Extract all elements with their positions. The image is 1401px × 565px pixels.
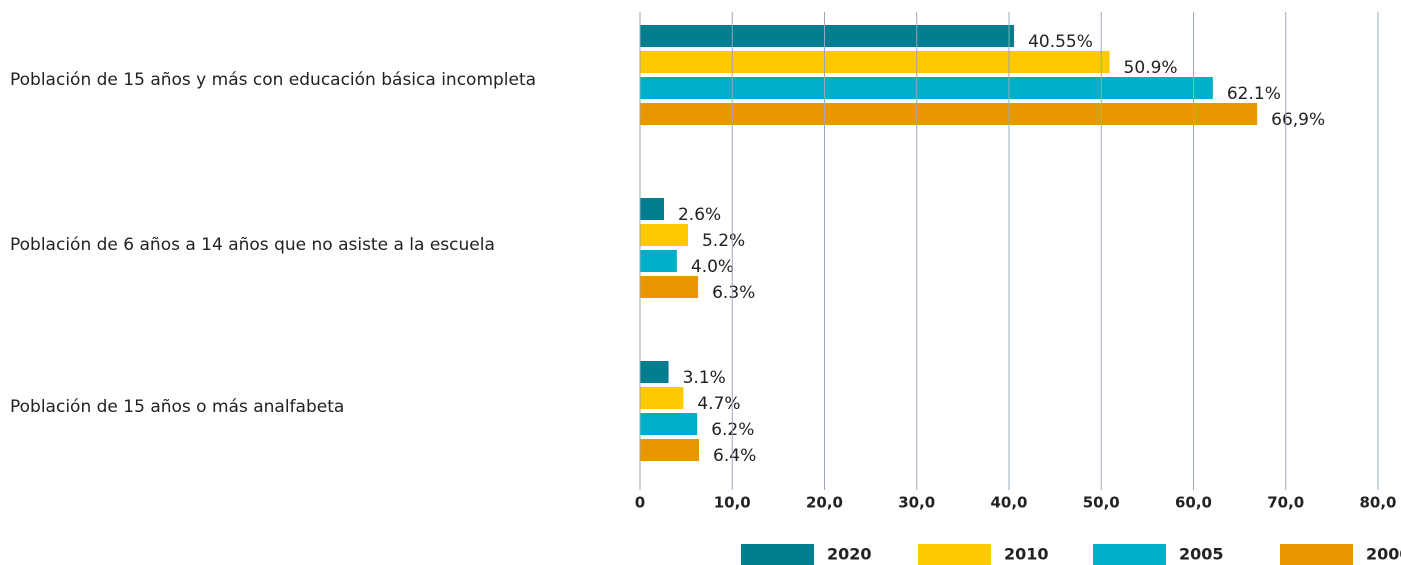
legend-swatch — [1280, 544, 1353, 565]
bar — [640, 250, 677, 272]
bar — [640, 439, 700, 461]
value-label: 5.2% — [702, 231, 745, 251]
legend-swatch — [741, 544, 814, 565]
legend-swatch — [1093, 544, 1166, 565]
category-label: Población de 15 años o más analfabeta — [10, 397, 344, 417]
x-tick-label: 70,0 — [1267, 494, 1304, 512]
x-tick-label: 0 — [635, 494, 645, 512]
bar — [640, 198, 664, 220]
value-label: 50.9% — [1124, 58, 1178, 78]
value-label: 66,9% — [1271, 110, 1325, 130]
x-tick-label: 40,0 — [990, 494, 1027, 512]
bar — [640, 25, 1015, 47]
value-label: 2.6% — [678, 205, 721, 225]
bar — [640, 361, 669, 383]
bar — [640, 224, 688, 246]
bar — [640, 413, 698, 435]
value-label: 6.4% — [713, 446, 756, 466]
legend-label: 2020 — [827, 545, 872, 564]
x-tick-label: 50,0 — [1083, 494, 1120, 512]
category-label: Población de 6 años a 14 años que no asi… — [10, 235, 495, 255]
bar — [640, 276, 699, 298]
category-label: Población de 15 años y más con educación… — [10, 70, 536, 90]
value-label: 3.1% — [683, 368, 726, 388]
value-label: 4.0% — [691, 257, 734, 277]
x-tick-label: 80,0 — [1359, 494, 1396, 512]
x-tick-label: 60,0 — [1175, 494, 1212, 512]
x-tick-label: 30,0 — [898, 494, 935, 512]
value-label: 6.2% — [711, 420, 754, 440]
x-tick-label: 20,0 — [806, 494, 843, 512]
legend-swatch — [918, 544, 991, 565]
legend-label: 2000 — [1366, 545, 1401, 564]
value-label: 40.55% — [1028, 32, 1093, 52]
bar — [640, 77, 1213, 99]
value-label: 62.1% — [1227, 84, 1281, 104]
value-label: 4.7% — [697, 394, 740, 414]
value-label: 6.3% — [712, 283, 755, 303]
bar — [640, 103, 1258, 125]
x-tick-label: 10,0 — [714, 494, 751, 512]
bar — [640, 51, 1110, 73]
bar — [640, 387, 684, 409]
legend-label: 2010 — [1004, 545, 1049, 564]
legend-label: 2005 — [1179, 545, 1224, 564]
